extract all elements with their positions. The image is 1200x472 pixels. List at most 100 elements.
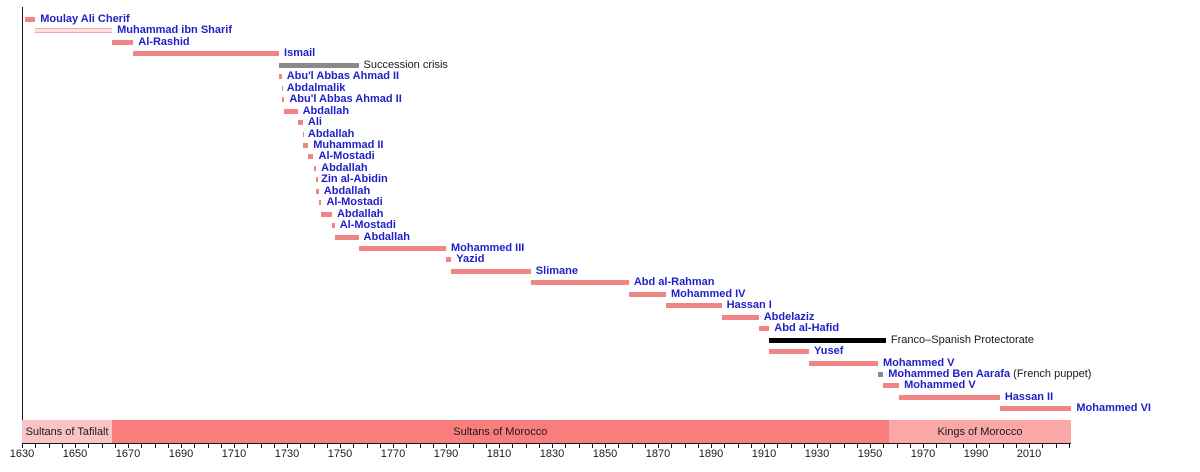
label-mohammed-v[interactable]: Mohammed V — [883, 357, 955, 370]
label-yazid[interactable]: Yazid — [456, 253, 484, 266]
ruler-name[interactable]: Mohammed V — [904, 379, 976, 392]
label-abu-l-abbas-ahmad-ii[interactable]: Abu'l Abbas Ahmad II — [289, 93, 401, 106]
bar-mohammed-v — [809, 360, 878, 366]
axis-tick — [446, 443, 447, 448]
ruler-name[interactable]: Zin al-Abidin — [321, 173, 388, 186]
ruler-name[interactable]: Abdelaziz — [763, 310, 815, 323]
ruler-name[interactable]: Yazid — [456, 253, 485, 266]
axis-tick-label: 1950 — [857, 448, 883, 460]
label-mohammed-iii[interactable]: Mohammed III — [451, 242, 524, 255]
ruler-name[interactable]: Abu'l Abbas Ahmad II — [286, 70, 400, 83]
label-moulay-ali-cherif[interactable]: Moulay Ali Cherif — [40, 13, 129, 26]
label-muhammad-ii[interactable]: Muhammad II — [313, 139, 383, 152]
ruler-name[interactable]: Mohammed VI — [1076, 402, 1151, 415]
label-abdallah[interactable]: Abdallah — [337, 208, 383, 221]
axis-tick — [711, 443, 712, 448]
bar-muhammad-ibn-sharif — [35, 28, 113, 34]
ruler-name[interactable]: Abu'l Abbas Ahmad II — [289, 93, 402, 106]
bar-abdalmalik — [281, 85, 284, 91]
label-abdelaziz[interactable]: Abdelaziz — [764, 311, 815, 324]
ruler-name[interactable]: Abdallah — [323, 184, 371, 197]
label-al-mostadi[interactable]: Al-Mostadi — [340, 219, 396, 232]
ruler-name[interactable]: Abdallah — [321, 161, 368, 174]
ruler-name[interactable]: Abdalmalik — [286, 81, 346, 94]
axis-tick-label: 1770 — [380, 448, 406, 460]
label-slimane[interactable]: Slimane — [536, 265, 578, 278]
ruler-name[interactable]: Yusef — [814, 345, 844, 358]
bar-abdallah — [334, 234, 359, 240]
axis-tick-label: 1670 — [115, 448, 141, 460]
label-abdallah[interactable]: Abdallah — [324, 185, 370, 198]
ruler-name[interactable]: Muhammad ibn Sharif — [117, 24, 232, 37]
axis-tick — [565, 443, 567, 448]
axis-tick — [260, 443, 262, 448]
ruler-name[interactable]: Muhammad II — [313, 138, 384, 151]
ruler-name[interactable]: Al-Rashid — [138, 35, 190, 48]
ruler-name[interactable]: Moulay Ali Cherif — [40, 13, 130, 25]
axis-tick — [724, 443, 726, 448]
label-abd-al-hafid[interactable]: Abd al-Hafid — [774, 322, 839, 335]
ruler-name[interactable]: Al-Mostadi — [318, 150, 375, 163]
label-hassan-ii[interactable]: Hassan II — [1005, 391, 1053, 404]
label-abdallah[interactable]: Abdallah — [308, 128, 354, 141]
x-axis-line — [22, 443, 1072, 444]
label-muhammad-ibn-sharif[interactable]: Muhammad ibn Sharif — [117, 24, 232, 37]
axis-tick — [605, 443, 606, 448]
label-abdallah[interactable]: Abdallah — [321, 162, 367, 175]
axis-tick — [1055, 443, 1057, 448]
label-abdallah[interactable]: Abdallah — [303, 105, 349, 118]
ruler-name[interactable]: Abdallah — [307, 127, 355, 140]
ruler-name[interactable]: Mohammed III — [451, 242, 525, 254]
axis-tick — [830, 443, 832, 448]
ruler-name[interactable]: Abdallah — [363, 230, 410, 243]
label-abu-l-abbas-ahmad-ii[interactable]: Abu'l Abbas Ahmad II — [287, 70, 399, 83]
ruler-name[interactable]: Abd al-Rahman — [633, 276, 715, 289]
label-mohammed-vi[interactable]: Mohammed VI — [1076, 402, 1151, 415]
ruler-name[interactable]: Al-Mostadi — [339, 219, 396, 232]
ruler-name[interactable]: Slimane — [535, 264, 578, 277]
axis-tick — [512, 443, 514, 448]
ruler-name[interactable]: Al-Mostadi — [326, 196, 383, 209]
bar-muhammad-ii — [302, 142, 309, 148]
ruler-name[interactable]: Hassan I — [726, 299, 772, 312]
ruler-name[interactable]: Hassan II — [1004, 390, 1054, 403]
label-yusef[interactable]: Yusef — [814, 345, 843, 358]
axis-tick — [658, 443, 659, 448]
label-al-mostadi[interactable]: Al-Mostadi — [319, 150, 375, 163]
bar-abu-l-abbas-ahmad-ii — [281, 97, 285, 103]
era-band-sultans-of-tafilalt: Sultans of Tafilalt — [22, 420, 113, 443]
bar-hassan-ii — [899, 394, 1000, 400]
label-abdalmalik[interactable]: Abdalmalik — [287, 82, 346, 95]
axis-tick — [419, 443, 421, 448]
label-hassan-i[interactable]: Hassan I — [727, 299, 772, 312]
label-ali[interactable]: Ali — [308, 116, 322, 129]
ruler-name[interactable]: Mohammed Ben Aarafa — [888, 367, 1011, 380]
bar-abdallah — [302, 131, 305, 137]
axis-tick — [989, 443, 991, 448]
ruler-name[interactable]: Mohammed V — [882, 356, 955, 369]
axis-tick — [313, 443, 315, 448]
ruler-name[interactable]: Abdallah — [337, 207, 384, 220]
ruler-name[interactable]: Ali — [307, 116, 322, 129]
axis-tick — [459, 443, 461, 448]
label-mohammed-v[interactable]: Mohammed V — [904, 379, 976, 392]
label-abdallah[interactable]: Abdallah — [364, 231, 410, 244]
label-al-rashid[interactable]: Al-Rashid — [138, 36, 189, 49]
label-zin-al-abidin[interactable]: Zin al-Abidin — [321, 173, 388, 186]
ruler-name[interactable]: Mohammed IV — [670, 287, 746, 300]
axis-tick-label: 1890 — [698, 448, 724, 460]
label-ismail[interactable]: Ismail — [284, 47, 315, 60]
label-al-mostadi[interactable]: Al-Mostadi — [326, 196, 382, 209]
ruler-name[interactable]: Abdallah — [302, 104, 350, 117]
axis-tick — [114, 443, 116, 448]
axis-tick — [671, 443, 673, 448]
label-mohammed-iv[interactable]: Mohammed IV — [671, 288, 746, 301]
axis-tick — [1002, 443, 1004, 448]
label-abd-al-rahman[interactable]: Abd al-Rahman — [634, 276, 715, 289]
label-mohammed-ben-aarafa[interactable]: Mohammed Ben Aarafa (French puppet) — [888, 368, 1091, 381]
axis-tick-label: 1910 — [751, 448, 777, 460]
axis-tick — [843, 443, 845, 448]
bar-abdallah — [284, 108, 298, 114]
ruler-name[interactable]: Abd al-Hafid — [774, 322, 840, 335]
ruler-name[interactable]: Ismail — [284, 47, 316, 60]
